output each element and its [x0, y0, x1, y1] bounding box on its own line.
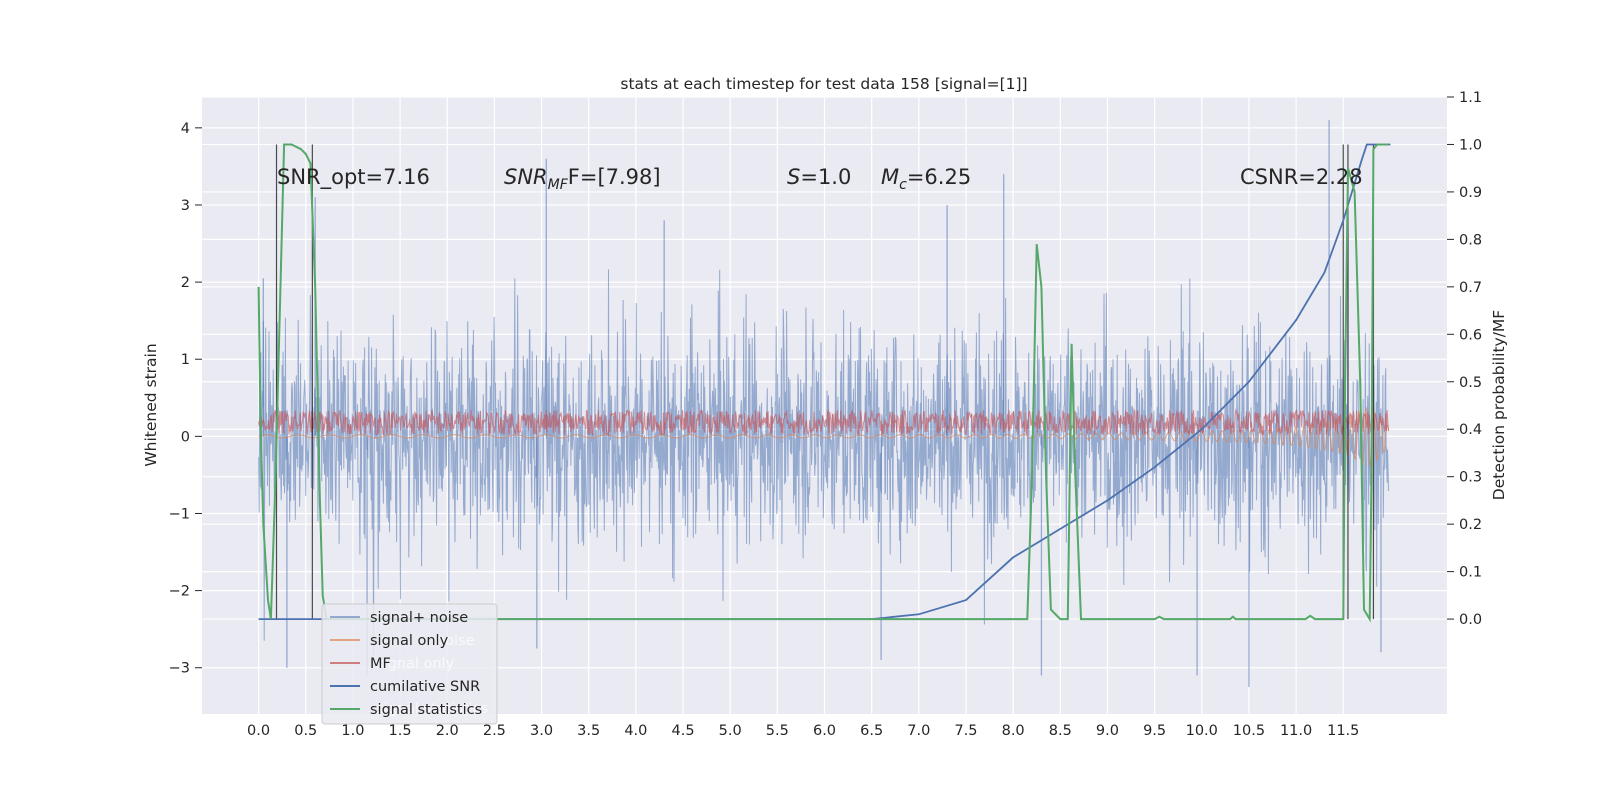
y-tick-label-right: 1.0 [1459, 137, 1482, 153]
x-tick-label: 8.5 [1049, 723, 1072, 739]
annotations: SNR_opt=7.16 SNRMFF=[7.98] S=1.0 Mc=6.25… [277, 165, 1363, 193]
x-tick-label: 11.5 [1327, 723, 1359, 739]
x-tick-label: 2.0 [436, 723, 459, 739]
y-tick-label-left: 2 [181, 275, 190, 291]
annotation-snr-mf-main: SNR [504, 165, 548, 189]
annotation-s-rest: =1.0 [800, 165, 851, 189]
annotation-snr-mf-rest: F=[7.98] [568, 165, 661, 189]
x-tick-label: 8.0 [1002, 723, 1025, 739]
annotation-mc-main: M [881, 165, 899, 189]
annotation-snr-mf: SNRMFF=[7.98] [504, 165, 661, 193]
signal-statistics-line [257, 143, 1389, 623]
x-tick-label: 11.0 [1280, 723, 1312, 739]
annotation-mc: Mc=6.25 [881, 165, 971, 193]
x-tick-label: 0.5 [294, 723, 317, 739]
x-tick-label: 1.5 [389, 723, 412, 739]
x-tick-label: 5.0 [719, 723, 742, 739]
annotation-snr-mf-sub: MF [548, 177, 569, 193]
y-tick-label-right: 0.6 [1459, 327, 1482, 343]
chart-title: stats at each timestep for test data 158… [620, 75, 1027, 93]
annotation-s-main: S [787, 165, 800, 189]
x-tick-label: 3.0 [530, 723, 553, 739]
x-tick-label: 5.5 [766, 723, 789, 739]
y-tick-label-left: 3 [181, 198, 190, 214]
y-tick-label-left: 0 [181, 429, 190, 445]
y-axis-left-ticks: −3 −2 −1 0 1 2 3 4 [169, 121, 202, 677]
y-tick-label-right: 1.1 [1459, 90, 1482, 106]
x-tick-label: 10.5 [1233, 723, 1265, 739]
signal-statistics-series [257, 143, 1389, 623]
x-tick-label: 3.5 [577, 723, 600, 739]
signal-only-line [258, 405, 1389, 467]
y-tick-label-right: 0.3 [1459, 470, 1482, 486]
x-tick-label: 9.0 [1096, 723, 1119, 739]
cumulative-snr-line [258, 143, 1391, 620]
y-tick-label-left: −1 [169, 506, 190, 522]
legend-ghost-noise: noise [436, 633, 475, 649]
y-tick-label-right: 0.1 [1459, 565, 1482, 581]
x-tick-label: 4.0 [624, 723, 647, 739]
y-tick-label-left: −3 [169, 661, 190, 677]
y-tick-label-left: −2 [169, 584, 190, 600]
legend-label-signal-only: signal only [370, 633, 449, 649]
y-axis-left-label: Whitened strain [142, 343, 160, 466]
y-tick-label-left: 1 [181, 352, 190, 368]
legend-label-signal-statistics: signal statistics [370, 702, 482, 718]
legend-box [321, 603, 498, 725]
x-tick-label: 6.5 [860, 723, 883, 739]
legend-ghost-signal-statistics: signal statistics [376, 701, 488, 717]
annotation-mc-sub: c [899, 177, 907, 193]
y-tick-label-left: 4 [181, 121, 190, 137]
signal-only-series [258, 405, 1389, 467]
annotation-mc-rest: =6.25 [907, 165, 971, 189]
y-tick-label-right: 0.8 [1459, 232, 1482, 248]
y-tick-label-right: 0.9 [1459, 185, 1482, 201]
annotation-snr-opt: SNR_opt=7.16 [277, 165, 430, 190]
x-tick-label: 2.5 [483, 723, 506, 739]
x-axis-ticks: 0.0 0.5 1.0 1.5 2.0 2.5 3.0 3.5 4.0 4.5 5.0 5.5 6.0 6… [247, 723, 1359, 739]
signal-noise-line [258, 269, 1389, 656]
y-tick-label-right: 0.0 [1459, 612, 1482, 628]
mf-line [258, 408, 1390, 437]
x-tick-label: 0.0 [247, 723, 270, 739]
x-tick-label: 7.5 [954, 723, 977, 739]
legend: noise signal only signal statistics sign… [321, 603, 498, 725]
x-tick-label: 7.0 [907, 723, 930, 739]
annotation-csnr: CSNR=2.28 [1240, 165, 1363, 189]
x-tick-label: 1.0 [341, 723, 364, 739]
cumulative-snr-series [258, 143, 1391, 620]
mf-series [258, 408, 1390, 437]
legend-label-mf: MF [370, 656, 391, 672]
y-axis-right-ticks: 0.0 0.1 0.2 0.3 0.4 0.5 0.6 0.7 0.8 0.9 1.0 1.1 [1447, 90, 1482, 628]
legend-ghost-signal-only: signal only [376, 656, 455, 672]
legend-label-cumulative-snr: cumilative SNR [370, 679, 480, 695]
legend-label-signal-noise: signal+ noise [370, 610, 468, 626]
y-tick-label-right: 0.4 [1459, 422, 1482, 438]
x-tick-label: 10.0 [1186, 723, 1218, 739]
annotation-s: S=1.0 [787, 165, 851, 189]
y-tick-label-right: 0.2 [1459, 517, 1482, 533]
y-axis-right-label: Detection probability/MF [1490, 310, 1508, 501]
x-tick-label: 4.5 [671, 723, 694, 739]
x-tick-label: 9.5 [1143, 723, 1166, 739]
y-tick-label-right: 0.7 [1459, 280, 1482, 296]
legend-ghost: noise signal only signal statistics [376, 633, 488, 717]
x-tick-label: 6.0 [813, 723, 836, 739]
y-tick-label-right: 0.5 [1459, 375, 1482, 391]
